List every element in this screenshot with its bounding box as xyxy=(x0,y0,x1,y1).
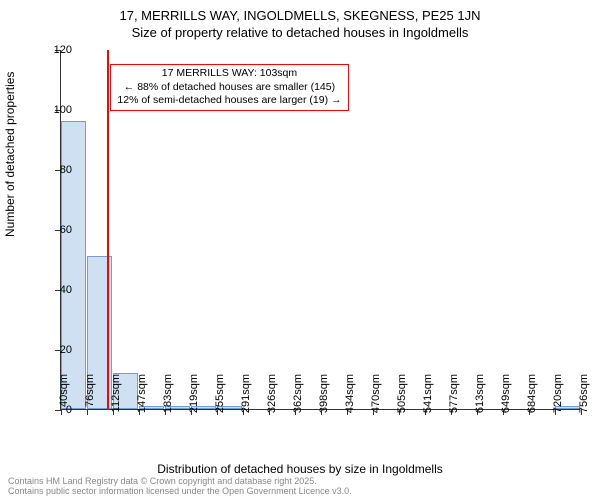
x-tick-label: 219sqm xyxy=(188,374,200,413)
x-tick-label: 470sqm xyxy=(370,374,382,413)
x-tick-label: 613sqm xyxy=(474,374,486,413)
y-tick-label: 60 xyxy=(42,224,72,236)
x-axis-label: Distribution of detached houses by size … xyxy=(0,462,600,476)
x-tick-label: 756sqm xyxy=(578,374,590,413)
x-tick-label: 362sqm xyxy=(292,374,304,413)
y-tick-label: 100 xyxy=(42,104,72,116)
plot-area: 17 MERRILLS WAY: 103sqm← 88% of detached… xyxy=(60,50,580,410)
title-line-1: 17, MERRILLS WAY, INGOLDMELLS, SKEGNESS,… xyxy=(0,8,600,25)
x-tick-label: 541sqm xyxy=(422,374,434,413)
annotation-line-3: 12% of semi-detached houses are larger (… xyxy=(117,94,341,108)
x-tick-label: 76sqm xyxy=(84,374,96,407)
x-tick xyxy=(87,409,88,415)
x-tick-label: 505sqm xyxy=(396,374,408,413)
chart-title: 17, MERRILLS WAY, INGOLDMELLS, SKEGNESS,… xyxy=(0,0,600,42)
x-tick-label: 326sqm xyxy=(266,374,278,413)
title-line-2: Size of property relative to detached ho… xyxy=(0,25,600,42)
y-tick-label: 40 xyxy=(42,284,72,296)
y-tick-label: 120 xyxy=(42,44,72,56)
x-tick-label: 112sqm xyxy=(110,374,122,412)
x-tick-label: 291sqm xyxy=(240,374,252,413)
chart-area: 17 MERRILLS WAY: 103sqm← 88% of detached… xyxy=(60,50,580,410)
x-tick-label: 40sqm xyxy=(58,374,70,407)
x-tick-label: 649sqm xyxy=(500,374,512,413)
x-tick-label: 398sqm xyxy=(318,374,330,413)
x-tick-label: 720sqm xyxy=(552,374,564,413)
property-marker-line xyxy=(107,50,109,410)
x-tick-label: 255sqm xyxy=(214,374,226,413)
x-tick-label: 183sqm xyxy=(162,374,174,413)
annotation-line-1: 17 MERRILLS WAY: 103sqm xyxy=(117,67,341,81)
x-tick-label: 434sqm xyxy=(344,374,356,413)
y-tick-label: 20 xyxy=(42,344,72,356)
x-tick-label: 684sqm xyxy=(526,374,538,413)
x-tick-label: 577sqm xyxy=(448,374,460,413)
annotation-line-2: ← 88% of detached houses are smaller (14… xyxy=(117,81,341,95)
annotation-box: 17 MERRILLS WAY: 103sqm← 88% of detached… xyxy=(110,64,348,111)
footer-attribution: Contains HM Land Registry data © Crown c… xyxy=(8,477,352,497)
y-axis-label: Number of detached properties xyxy=(3,72,17,237)
y-tick-label: 80 xyxy=(42,164,72,176)
footer-line-2: Contains public sector information licen… xyxy=(8,487,352,497)
x-tick-label: 147sqm xyxy=(136,374,148,413)
